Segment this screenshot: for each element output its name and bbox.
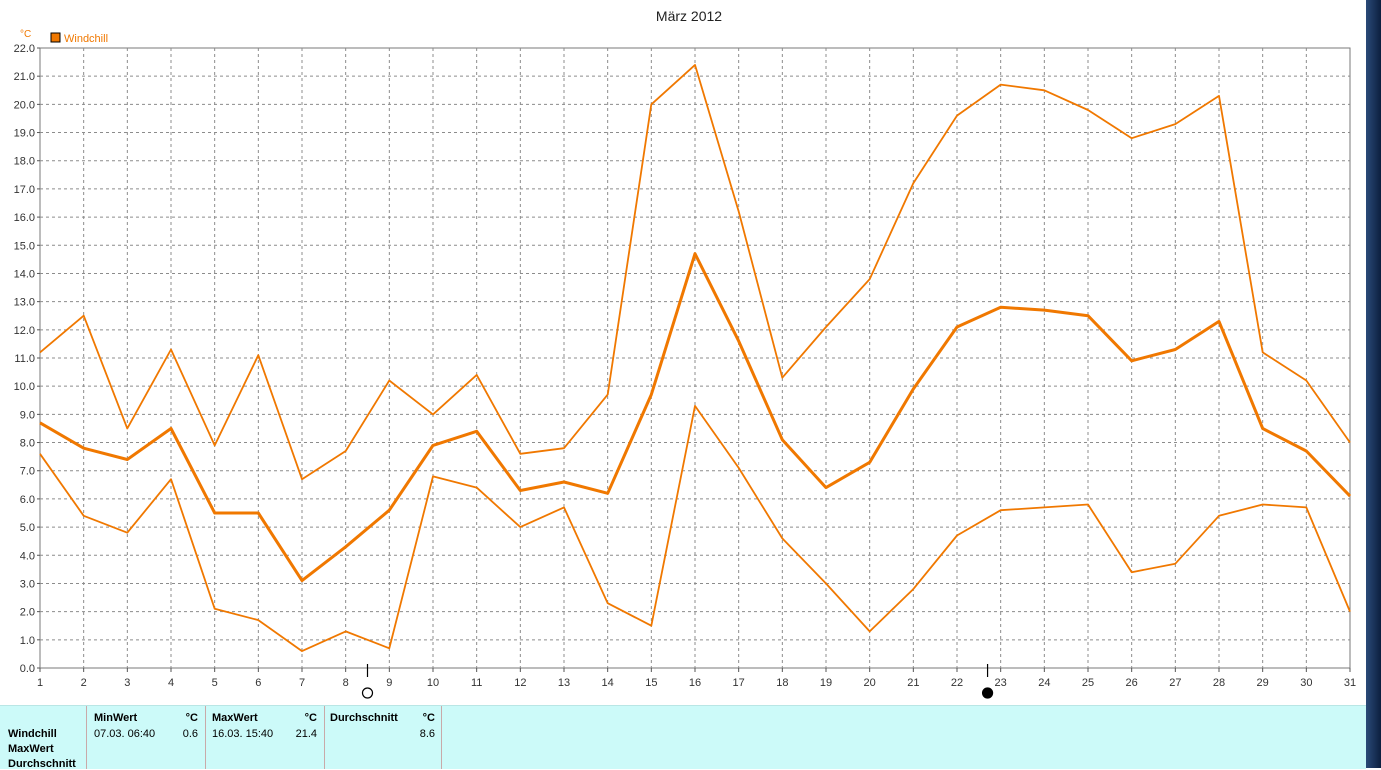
chart-title: März 2012 <box>656 8 722 24</box>
x-tick-label: 1 <box>37 677 43 689</box>
x-tick-label: 9 <box>386 677 392 689</box>
x-tick-label: 26 <box>1126 677 1138 689</box>
legend-label: Windchill <box>64 33 108 45</box>
x-tick-label: 4 <box>168 677 174 689</box>
min-header: MinWert <box>94 712 138 724</box>
y-tick-label: 7.0 <box>20 466 35 478</box>
stats-max-column: MaxWert °C 16.03. 15:40 21.4 <box>206 706 325 769</box>
y-axis-unit: °C <box>20 29 31 40</box>
window-edge <box>1366 0 1381 768</box>
x-tick-label: 21 <box>907 677 919 689</box>
y-tick-label: 20.0 <box>14 99 35 111</box>
y-tick-label: 2.0 <box>20 607 35 619</box>
y-tick-label: 22.0 <box>14 43 35 55</box>
y-axis: 0.0 1.0 2.0 3.0 4.0 5.0 6.0 7.0 8.0 9.0 10.0 11.0 12… <box>14 43 40 675</box>
min-unit: °C <box>185 712 198 724</box>
x-tick-label: 12 <box>514 677 526 689</box>
min-value: 0.6 <box>182 728 198 740</box>
row-label-maxwert: MaxWert <box>8 743 54 755</box>
x-tick-label: 16 <box>689 677 701 689</box>
legend-swatch <box>50 32 61 43</box>
x-tick-label: 27 <box>1169 677 1181 689</box>
y-tick-label: 11.0 <box>14 353 35 365</box>
full-moon-icon <box>361 687 374 699</box>
y-tick-label: 16.0 <box>14 212 35 224</box>
avg-value: 8.6 <box>419 728 435 740</box>
row-label-durchschnitt: Durchschnitt <box>8 758 76 770</box>
y-tick-label: 19.0 <box>14 128 35 140</box>
series-line-max <box>39 64 1351 481</box>
x-tick-label: 20 <box>864 677 876 689</box>
max-time: 16.03. 15:40 <box>212 728 274 740</box>
stats-avg-column: Durchschnitt °C 8.6 <box>325 706 442 769</box>
x-tick-label: 31 <box>1344 677 1356 689</box>
x-tick-label: 13 <box>558 677 570 689</box>
y-tick-label: 6.0 <box>20 494 35 506</box>
y-tick-label: 5.0 <box>20 522 35 534</box>
x-tick-label: 23 <box>995 677 1007 689</box>
y-tick-label: 9.0 <box>20 409 35 421</box>
statistics-panel: Windchill MaxWert Durchschnitt MinWert °… <box>0 705 1366 770</box>
avg-unit: °C <box>422 712 435 724</box>
y-tick-label: 3.0 <box>20 578 35 590</box>
series-lines <box>39 64 1352 652</box>
row-label-windchill: Windchill <box>8 728 57 740</box>
x-tick-label: 24 <box>1038 677 1050 689</box>
y-tick-label: 0.0 <box>20 663 35 675</box>
y-tick-label: 17.0 <box>14 184 35 196</box>
x-tick-label: 29 <box>1257 677 1269 689</box>
x-tick-label: 6 <box>255 677 261 689</box>
y-tick-label: 15.0 <box>14 240 35 252</box>
x-tick-label: 30 <box>1300 677 1312 689</box>
series-line-min <box>39 404 1351 652</box>
windchill-chart: März 2012 °C Windchill 0.0 1.0 2.0 3.0 4.0 5.… <box>14 8 1356 699</box>
y-tick-label: 12.0 <box>14 325 35 337</box>
x-tick-label: 17 <box>733 677 745 689</box>
y-tick-label: 4.0 <box>20 550 35 562</box>
x-axis: 1 2 3 4 5 6 7 8 9 10 11 12 13 14 15 16 17 18 19 20 21 22 23 24 2… <box>37 668 1356 689</box>
max-unit: °C <box>304 712 317 724</box>
x-tick-label: 11 <box>471 677 482 689</box>
x-tick-label: 19 <box>820 677 832 689</box>
y-tick-label: 18.0 <box>14 156 35 168</box>
x-tick-label: 7 <box>299 677 305 689</box>
x-tick-label: 25 <box>1082 677 1094 689</box>
new-moon-icon <box>981 687 994 699</box>
x-tick-label: 5 <box>212 677 218 689</box>
x-tick-label: 15 <box>645 677 657 689</box>
max-header: MaxWert <box>212 712 258 724</box>
max-value: 21.4 <box>295 728 317 740</box>
x-tick-label: 18 <box>776 677 788 689</box>
x-tick-label: 10 <box>427 677 439 689</box>
series-line-avg <box>39 252 1352 583</box>
avg-header: Durchschnitt <box>330 712 398 724</box>
min-time: 07.03. 06:40 <box>94 728 156 740</box>
x-tick-label: 2 <box>81 677 87 689</box>
x-tick-label: 14 <box>602 677 614 689</box>
y-tick-label: 10.0 <box>14 381 35 393</box>
y-tick-label: 21.0 <box>14 71 35 83</box>
x-tick-label: 8 <box>343 677 349 689</box>
x-tick-label: 22 <box>951 677 963 689</box>
x-tick-label: 28 <box>1213 677 1225 689</box>
y-tick-label: 14.0 <box>14 268 35 280</box>
y-tick-label: 8.0 <box>20 438 35 450</box>
moon-phases <box>361 664 994 699</box>
stats-row-labels: Windchill MaxWert Durchschnitt <box>0 706 87 770</box>
x-tick-label: 3 <box>124 677 130 689</box>
stats-min-column: MinWert °C 07.03. 06:40 0.6 <box>87 706 206 769</box>
y-tick-label: 1.0 <box>20 635 35 647</box>
y-tick-label: 13.0 <box>14 297 35 309</box>
